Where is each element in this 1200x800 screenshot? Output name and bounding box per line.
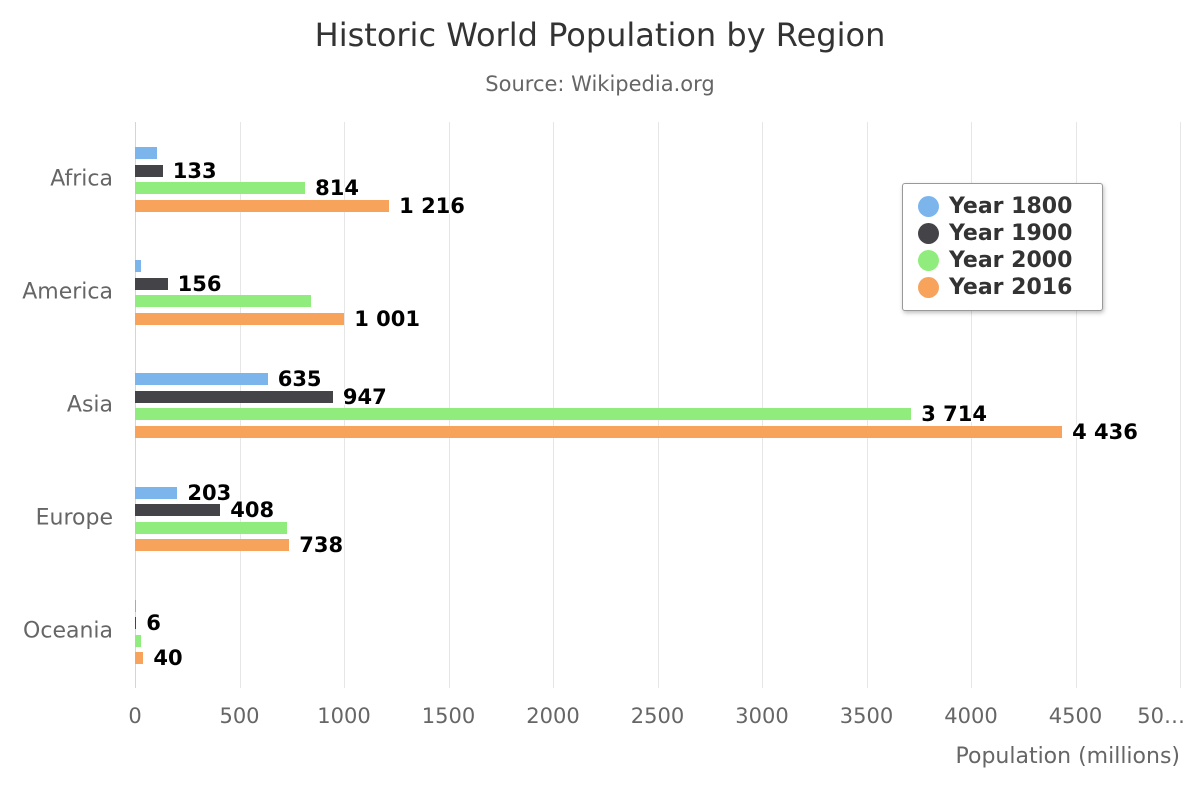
x-tick-label: 3500	[839, 704, 894, 728]
bar-value-label: 203	[187, 480, 232, 505]
bar-africa-year-1800[interactable]	[135, 147, 158, 159]
gridline	[344, 122, 345, 688]
bar-oceania-year-2016[interactable]	[135, 652, 144, 665]
legend-item[interactable]: Year 1800	[903, 193, 1102, 220]
bar-value-label: 814	[315, 176, 359, 200]
category-label: America	[22, 279, 113, 305]
x-tick-label: 4000	[944, 704, 998, 728]
bar-value-label: 4 436	[1072, 419, 1138, 444]
bar-value-label: 156	[177, 271, 222, 296]
category-label: Asia	[66, 392, 113, 418]
bar-america-year-2000[interactable]	[135, 295, 311, 308]
bar-america-year-2016[interactable]	[135, 312, 345, 325]
gridline	[657, 122, 659, 688]
legend-item[interactable]: Year 2016	[903, 274, 1102, 301]
bar-asia-year-1800[interactable]	[135, 373, 268, 386]
bar-europe-year-1800[interactable]	[135, 486, 178, 499]
category-label: Europe	[35, 505, 113, 531]
legend-item-label: Year 1900	[949, 220, 1073, 246]
legend-marker-icon	[918, 223, 939, 244]
x-tick-label: 2500	[630, 704, 685, 728]
x-tick-label: 0	[128, 704, 142, 728]
legend-item[interactable]: Year 1900	[903, 220, 1102, 247]
bar-africa-year-2000[interactable]	[135, 182, 306, 194]
x-tick-label: 2000	[526, 704, 580, 728]
gridline	[971, 122, 972, 688]
x-tick-label: 1500	[421, 704, 476, 728]
bar-america-year-1800[interactable]	[135, 260, 142, 273]
category-label: Oceania	[23, 618, 113, 644]
gridline	[239, 122, 241, 688]
bar-asia-year-2000[interactable]	[135, 408, 912, 421]
bar-africa-year-1900[interactable]	[135, 164, 163, 177]
bar-value-label: 947	[342, 384, 387, 409]
legend-item-label: Year 2000	[949, 247, 1073, 273]
bar-oceania-year-2000[interactable]	[135, 634, 142, 647]
bar-value-label: 408	[230, 498, 275, 523]
legend-item-label: Year 1800	[949, 193, 1073, 219]
bar-oceania-year-1900[interactable]	[135, 617, 137, 630]
gridline	[553, 122, 554, 688]
gridline	[1180, 122, 1181, 688]
category-label: Africa	[50, 166, 113, 192]
legend: Year 1800 Year 1900 Year 2000 Year 2016	[902, 183, 1103, 311]
bar-value-label: 40	[153, 646, 183, 671]
x-tick-label: 3000	[735, 704, 789, 728]
legend-marker-icon	[918, 196, 939, 217]
bar-asia-year-2016[interactable]	[135, 425, 1063, 438]
legend-marker-icon	[918, 250, 939, 271]
gridline	[448, 122, 450, 688]
gridline	[762, 122, 763, 688]
bar-america-year-1900[interactable]	[135, 277, 168, 290]
chart-title: Historic World Population by Region	[314, 16, 886, 54]
bar-europe-year-2016[interactable]	[135, 539, 290, 552]
bar-europe-year-1900[interactable]	[135, 504, 221, 517]
legend-item-label: Year 2016	[949, 274, 1073, 300]
bar-value-label: 738	[299, 533, 344, 558]
x-axis-title: Population (millions)	[955, 744, 1181, 769]
chart-subtitle: Source: Wikipedia.org	[485, 72, 715, 96]
bar-europe-year-2000[interactable]	[135, 521, 287, 534]
x-tick-label: 1000	[317, 704, 371, 728]
x-tick-label: 50…	[1137, 704, 1185, 728]
x-tick-label: 4500	[1048, 704, 1103, 728]
bar-value-label: 6	[146, 611, 161, 636]
bar-africa-year-2016[interactable]	[135, 199, 390, 212]
bar-value-label: 1 216	[399, 193, 465, 218]
gridline	[1075, 122, 1077, 688]
legend-item[interactable]: Year 2000	[903, 247, 1102, 274]
bar-value-label: 3 714	[921, 402, 987, 427]
bar-asia-year-1900[interactable]	[135, 390, 333, 403]
x-tick-label: 500	[219, 704, 260, 728]
bar-value-label: 133	[172, 158, 217, 183]
legend-marker-icon	[918, 277, 939, 298]
bar-value-label: 1 001	[354, 306, 420, 331]
gridline	[866, 122, 868, 688]
category-axis-line	[135, 122, 136, 688]
bar-value-label: 635	[277, 367, 322, 392]
